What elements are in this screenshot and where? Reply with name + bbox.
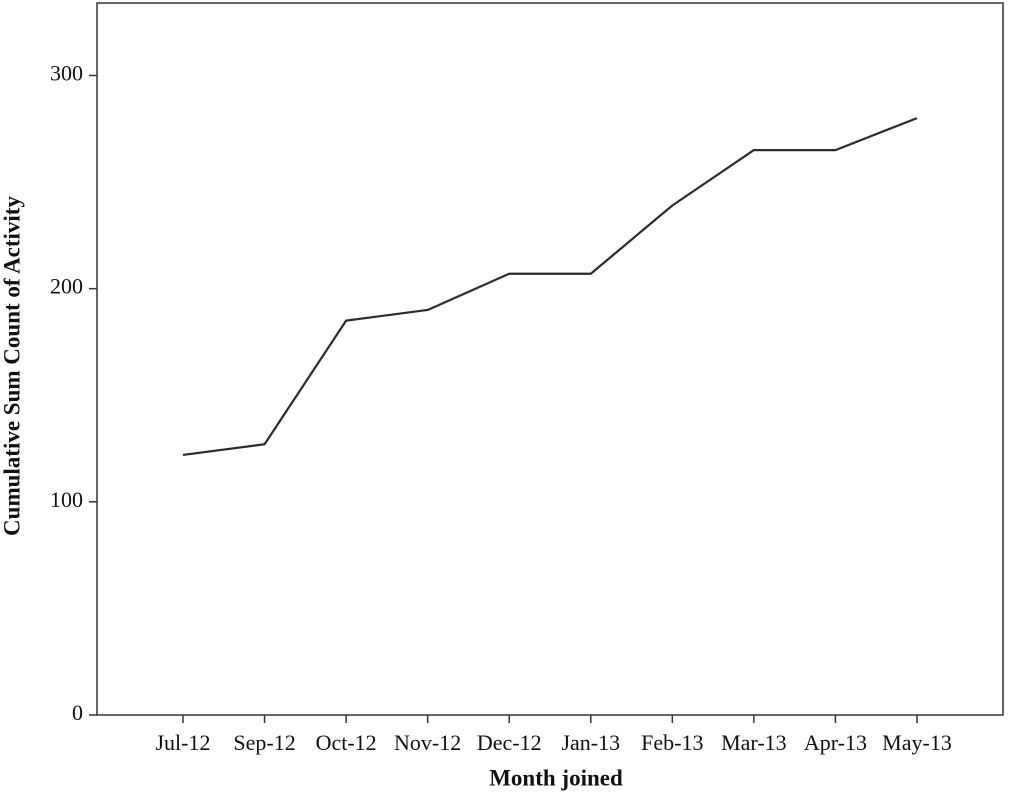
data-line xyxy=(182,117,918,457)
x-tick-label: Nov-12 xyxy=(394,730,461,755)
x-tick-label: Feb-13 xyxy=(641,730,703,755)
y-axis-title: Cumulative Sum Count of Activity xyxy=(0,196,24,536)
y-tick-label: 300 xyxy=(50,61,83,86)
y-tick-label: 100 xyxy=(50,487,83,512)
x-tick-label: Sep-12 xyxy=(233,730,295,755)
x-tick-label: Jul-12 xyxy=(156,730,211,755)
x-tick-label: Dec-12 xyxy=(477,730,542,755)
x-tick-label: Oct-12 xyxy=(316,730,377,755)
x-tick-label: Jan-13 xyxy=(561,730,620,755)
x-tick-label: May-13 xyxy=(882,730,952,755)
x-axis-title: Month joined xyxy=(489,765,623,790)
plot-frame xyxy=(96,2,1004,716)
y-tick-label: 0 xyxy=(72,700,83,725)
x-tick-label: Apr-13 xyxy=(804,730,867,755)
y-tick-label: 200 xyxy=(50,274,83,299)
x-tick-label: Mar-13 xyxy=(721,730,787,755)
